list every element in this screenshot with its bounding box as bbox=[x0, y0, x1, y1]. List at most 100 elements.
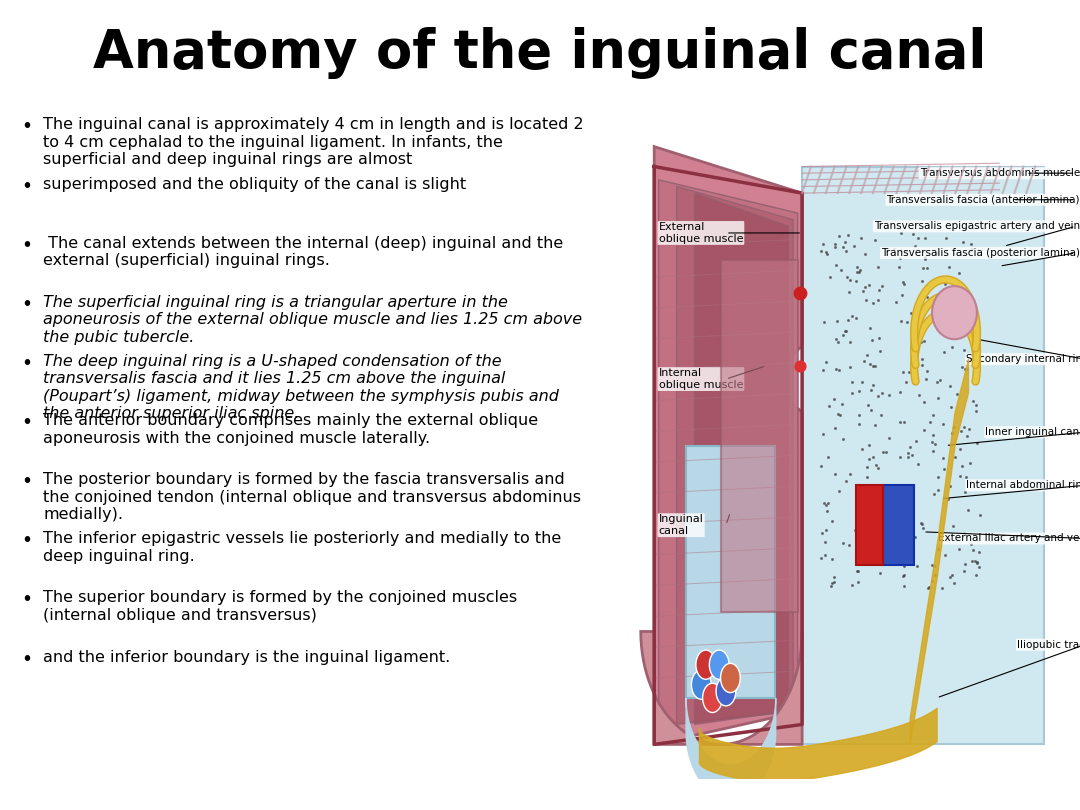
Point bbox=[827, 258, 845, 271]
Polygon shape bbox=[659, 180, 798, 724]
Point bbox=[943, 569, 960, 582]
Point bbox=[971, 509, 988, 522]
Point bbox=[890, 260, 907, 273]
Point bbox=[958, 429, 975, 442]
Point bbox=[943, 340, 960, 353]
Point bbox=[932, 294, 949, 307]
Point bbox=[892, 451, 909, 464]
Point bbox=[826, 467, 843, 480]
Point bbox=[916, 424, 933, 437]
Point bbox=[842, 309, 860, 322]
Point bbox=[959, 503, 976, 516]
Point bbox=[940, 492, 957, 505]
Point bbox=[957, 486, 974, 499]
Point bbox=[856, 555, 874, 568]
Point bbox=[901, 441, 918, 454]
Point bbox=[916, 253, 933, 266]
Point bbox=[948, 531, 966, 544]
Point bbox=[850, 408, 867, 421]
Point bbox=[829, 407, 847, 420]
Point bbox=[956, 565, 973, 578]
Point bbox=[963, 243, 981, 256]
Point bbox=[959, 362, 976, 375]
Point bbox=[910, 388, 928, 401]
Text: •: • bbox=[22, 413, 32, 432]
Point bbox=[971, 561, 988, 573]
Text: The superior boundary is formed by the conjoined muscles
(internal oblique and t: The superior boundary is formed by the c… bbox=[43, 590, 517, 623]
Text: •: • bbox=[22, 531, 32, 550]
Point bbox=[908, 560, 926, 573]
Point bbox=[834, 536, 851, 549]
Circle shape bbox=[691, 670, 711, 699]
Point bbox=[847, 312, 864, 325]
Text: •: • bbox=[22, 117, 32, 136]
Text: Internal abdominal ring: Internal abdominal ring bbox=[967, 480, 1080, 490]
Text: External
oblique muscle: External oblique muscle bbox=[659, 222, 743, 244]
Point bbox=[918, 290, 935, 303]
Point bbox=[855, 355, 873, 368]
Point bbox=[946, 576, 963, 589]
Point bbox=[848, 266, 865, 279]
Point bbox=[945, 420, 962, 433]
Point bbox=[862, 357, 879, 370]
Point bbox=[837, 245, 854, 258]
Text: Inner inguinal canal: Inner inguinal canal bbox=[985, 427, 1080, 437]
Point bbox=[839, 313, 856, 326]
Point bbox=[941, 261, 958, 274]
Point bbox=[931, 373, 948, 386]
Point bbox=[912, 335, 929, 348]
Point bbox=[951, 469, 969, 482]
Point bbox=[816, 548, 834, 561]
Point bbox=[853, 376, 870, 389]
Point bbox=[848, 275, 865, 288]
Point bbox=[865, 360, 882, 373]
Point bbox=[934, 452, 951, 465]
Point bbox=[862, 404, 879, 417]
Point bbox=[854, 284, 872, 297]
Circle shape bbox=[703, 684, 723, 713]
Point bbox=[921, 581, 939, 594]
Point bbox=[891, 416, 908, 428]
Point bbox=[834, 329, 851, 342]
Point bbox=[902, 307, 919, 320]
Point bbox=[934, 417, 951, 430]
Point bbox=[924, 428, 942, 441]
Point bbox=[837, 474, 854, 487]
Point bbox=[869, 461, 887, 474]
Point bbox=[864, 379, 881, 392]
Point bbox=[818, 505, 835, 518]
Point bbox=[816, 535, 834, 548]
Point bbox=[944, 427, 961, 440]
Point bbox=[856, 248, 874, 261]
Point bbox=[863, 384, 880, 397]
Point bbox=[818, 499, 835, 512]
Point bbox=[896, 245, 914, 258]
Point bbox=[869, 390, 887, 403]
Point bbox=[900, 365, 917, 378]
Point bbox=[958, 471, 975, 484]
Point bbox=[926, 488, 943, 501]
Point bbox=[900, 451, 917, 464]
Point bbox=[813, 526, 831, 539]
Point bbox=[832, 263, 849, 276]
Point bbox=[949, 308, 967, 321]
Point bbox=[951, 424, 969, 437]
Text: superimposed and the obliquity of the canal is slight: superimposed and the obliquity of the ca… bbox=[43, 177, 467, 192]
Point bbox=[831, 364, 848, 377]
Point bbox=[885, 243, 902, 256]
Text: The inguinal canal is approximately 4 cm in length and is located 2
to 4 cm ceph: The inguinal canal is approximately 4 cm… bbox=[43, 117, 584, 167]
Point bbox=[963, 349, 981, 362]
Point bbox=[955, 316, 972, 329]
Point bbox=[851, 417, 868, 430]
Point bbox=[852, 232, 869, 245]
Point bbox=[961, 244, 978, 257]
Point bbox=[956, 526, 973, 539]
Point bbox=[826, 576, 843, 589]
Point bbox=[819, 497, 836, 509]
Point bbox=[964, 544, 982, 556]
Text: Transversus abdominis muscle: Transversus abdominis muscle bbox=[920, 168, 1080, 178]
Point bbox=[927, 437, 944, 450]
Point bbox=[960, 422, 977, 435]
Point bbox=[872, 344, 889, 357]
Point bbox=[859, 496, 876, 509]
